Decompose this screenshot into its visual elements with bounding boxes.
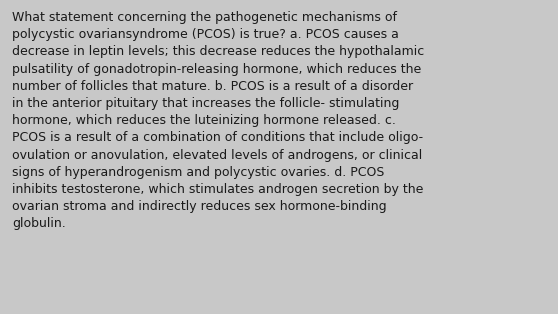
Text: What statement concerning the pathogenetic mechanisms of
polycystic ovariansyndr: What statement concerning the pathogenet… xyxy=(12,11,425,230)
